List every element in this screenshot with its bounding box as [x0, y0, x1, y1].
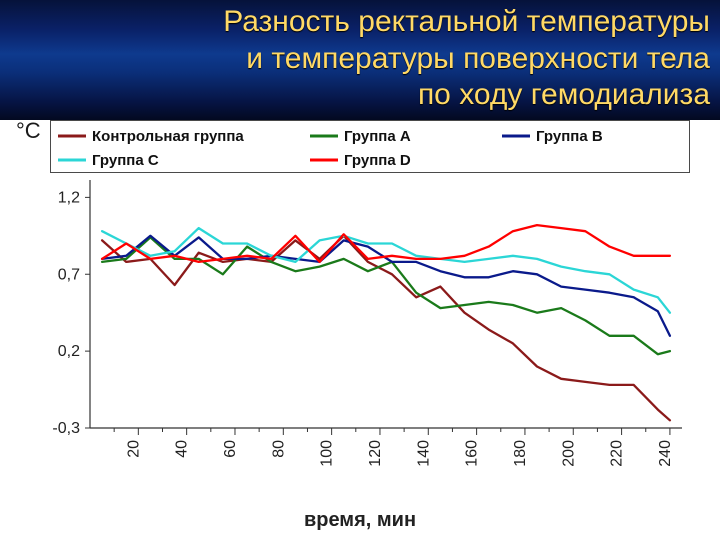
x-tick-label: 20 [125, 440, 142, 458]
x-tick-label: 180 [512, 440, 529, 467]
y-tick-label: 0,2 [58, 343, 80, 360]
y-axis-label: °С [16, 118, 41, 144]
legend: Контрольная группа Группа А Группа В Группа… [51, 121, 690, 173]
legend-label: Группа D [344, 152, 411, 169]
legend-label: Группа А [344, 128, 411, 145]
line-chart: Контрольная группа Группа А Группа В Группа… [50, 120, 690, 476]
y-tick-label: 1,2 [58, 189, 80, 206]
x-tick-label: 60 [222, 440, 239, 458]
chart-title: Разность ректальной температурыи темпера… [90, 4, 710, 114]
x-tick-label: 100 [319, 440, 336, 467]
legend-label: Контрольная группа [92, 128, 244, 145]
legend-label: Группа В [536, 128, 603, 145]
x-tick-label: 140 [415, 440, 432, 467]
x-tick-label: 240 [657, 440, 674, 467]
chart-area: Контрольная группа Группа А Группа В Группа… [50, 120, 690, 476]
series-groupA [102, 237, 670, 354]
x-tick-label: 120 [367, 440, 384, 467]
x-tick-label: 80 [270, 440, 287, 458]
y-tick-label: -0,3 [52, 420, 80, 437]
x-tick-label: 220 [609, 440, 626, 467]
y-tick-label: 0,7 [58, 266, 80, 283]
legend-label: Группа С [92, 152, 159, 169]
x-tick-label: 160 [464, 440, 481, 467]
x-tick-label: 40 [174, 440, 191, 458]
x-tick-label: 200 [560, 440, 577, 467]
x-axis-label: время, мин [0, 509, 720, 532]
